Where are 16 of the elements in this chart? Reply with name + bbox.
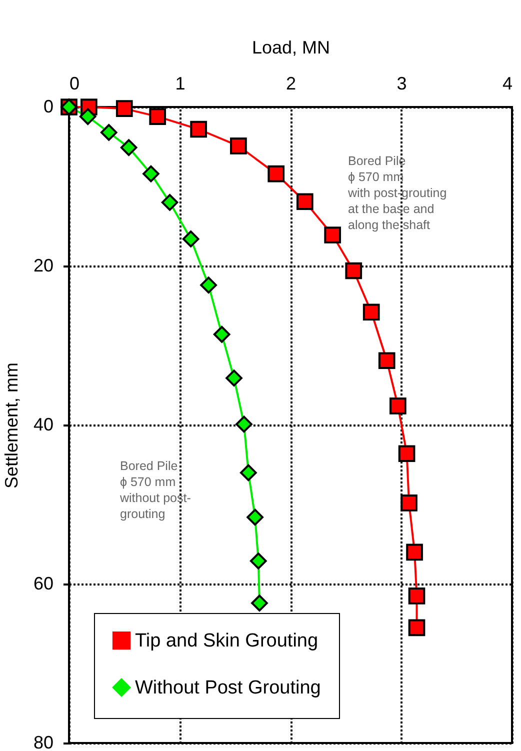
- x-tick-label: 0: [70, 74, 80, 94]
- annotation: Bored Pile ϕ 570 mm without post- grouting: [119, 459, 191, 521]
- x-tick-label: 4: [502, 74, 512, 94]
- annotation: Bored Pile ϕ 570 mm with post-grouting at the base and along the shaft: [347, 154, 447, 232]
- y-tick-label: 0: [43, 96, 54, 116]
- y-tick-label: 60: [33, 574, 54, 594]
- x-tick-label: 2: [286, 74, 296, 94]
- x-tick-label: 3: [396, 74, 407, 94]
- y-tick-label: 20: [33, 256, 54, 276]
- y-tick-label: 80: [33, 732, 54, 751]
- legend-label: Tip and Skin Grouting: [135, 630, 318, 652]
- x-tick-label: 1: [175, 74, 186, 94]
- y-axis-title: Settlement, mm: [1, 362, 22, 489]
- legend-label: Without Post Grouting: [135, 678, 321, 698]
- y-tick-label: 40: [33, 414, 54, 434]
- x-axis-title: Load, MN: [252, 38, 330, 58]
